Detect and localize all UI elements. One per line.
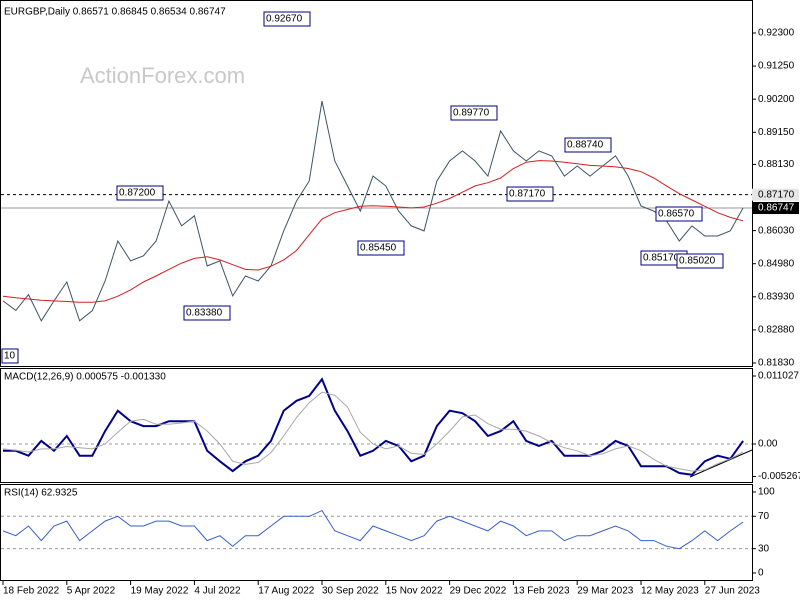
y-tick-label: 70 bbox=[758, 511, 770, 522]
x-tick-label: 17 Aug 2022 bbox=[258, 586, 315, 597]
price-panel bbox=[0, 0, 753, 367]
panel-title: EURGBP,Daily 0.86571 0.86845 0.86534 0.8… bbox=[4, 7, 226, 18]
annotation-box bbox=[506, 186, 554, 202]
y-tick-label: 0.84980 bbox=[758, 258, 795, 269]
series-line bbox=[2, 160, 744, 303]
x-tick-label: 13 Feb 2023 bbox=[513, 586, 570, 597]
y-tick-label: 0.82880 bbox=[758, 325, 795, 336]
annotation-label: 0.87170 bbox=[509, 189, 546, 200]
y-tick-label: 100 bbox=[758, 487, 775, 498]
x-tick-label: 12 May 2023 bbox=[641, 586, 699, 597]
annotation-box bbox=[1, 348, 19, 364]
reference-label: 0.86747 bbox=[758, 203, 795, 214]
y-tick-label: 0.86030 bbox=[758, 225, 795, 236]
x-tick-label: 15 Nov 2022 bbox=[386, 586, 443, 597]
reference-label-box bbox=[752, 202, 799, 215]
macd-panel bbox=[0, 368, 753, 483]
annotation-label: 0.85020 bbox=[679, 256, 716, 267]
y-tick-label: -0.005267 bbox=[758, 471, 800, 482]
reference-label-box bbox=[752, 188, 799, 201]
annotation-box bbox=[676, 253, 724, 269]
annotation-label: 0.89770 bbox=[453, 108, 490, 119]
x-tick-label: 30 Sep 2022 bbox=[322, 586, 379, 597]
y-tick-label: 0.83930 bbox=[758, 291, 795, 302]
panel-title: MACD(12,26,9) 0.000575 -0.001330 bbox=[4, 372, 166, 383]
y-tick-label: 0.81830 bbox=[758, 358, 795, 369]
series-line bbox=[2, 509, 744, 550]
y-tick-label: 0.89150 bbox=[758, 127, 795, 138]
annotation-label: 0.85450 bbox=[360, 243, 397, 254]
x-tick-label: 5 Apr 2022 bbox=[67, 586, 116, 597]
y-tick-label: 0.90200 bbox=[758, 94, 795, 105]
series-line bbox=[3, 377, 744, 476]
y-tick-label: 0 bbox=[758, 568, 764, 579]
annotation-box bbox=[183, 305, 231, 321]
annotation-box bbox=[116, 185, 164, 201]
annotation-label: 0.88740 bbox=[567, 140, 604, 151]
annotation-label: 0.92670 bbox=[266, 14, 303, 25]
watermark: ActionForex.com bbox=[80, 63, 245, 88]
y-tick-label: 0.88130 bbox=[758, 159, 795, 170]
x-tick-label: 27 Jun 2023 bbox=[705, 586, 760, 597]
panel-title: RSI(14) 62.9325 bbox=[4, 488, 78, 499]
x-tick-label: 19 May 2022 bbox=[131, 586, 189, 597]
y-tick-label: 0.011027 bbox=[758, 371, 799, 382]
series-line bbox=[2, 391, 744, 472]
annotation-label: 0.83380 bbox=[186, 308, 223, 319]
x-tick-label: 4 Jul 2022 bbox=[194, 586, 241, 597]
annotation-box bbox=[450, 105, 498, 121]
rsi-panel bbox=[0, 484, 753, 581]
annotation-box bbox=[655, 206, 703, 222]
y-tick-label: 0.91250 bbox=[758, 61, 795, 72]
annotation-box bbox=[357, 240, 405, 256]
annotation-label: 0.87200 bbox=[119, 188, 156, 199]
y-tick-label: 0.92300 bbox=[758, 28, 795, 39]
y-tick-label: 30 bbox=[758, 543, 770, 554]
x-tick-label: 18 Feb 2022 bbox=[3, 586, 60, 597]
annotation-label: 10 bbox=[4, 351, 16, 362]
x-tick-label: 29 Dec 2022 bbox=[450, 586, 507, 597]
x-tick-label: 29 Mar 2023 bbox=[577, 586, 634, 597]
series-line bbox=[2, 100, 744, 322]
y-tick-label: 0.00 bbox=[758, 439, 778, 450]
annotation-box bbox=[564, 137, 612, 153]
reference-label: 0.87170 bbox=[758, 189, 795, 200]
trend-line bbox=[689, 449, 753, 478]
annotation-box bbox=[263, 11, 311, 27]
annotation-label: 0.86570 bbox=[658, 209, 695, 220]
annotation-label: 0.85170 bbox=[643, 253, 680, 264]
